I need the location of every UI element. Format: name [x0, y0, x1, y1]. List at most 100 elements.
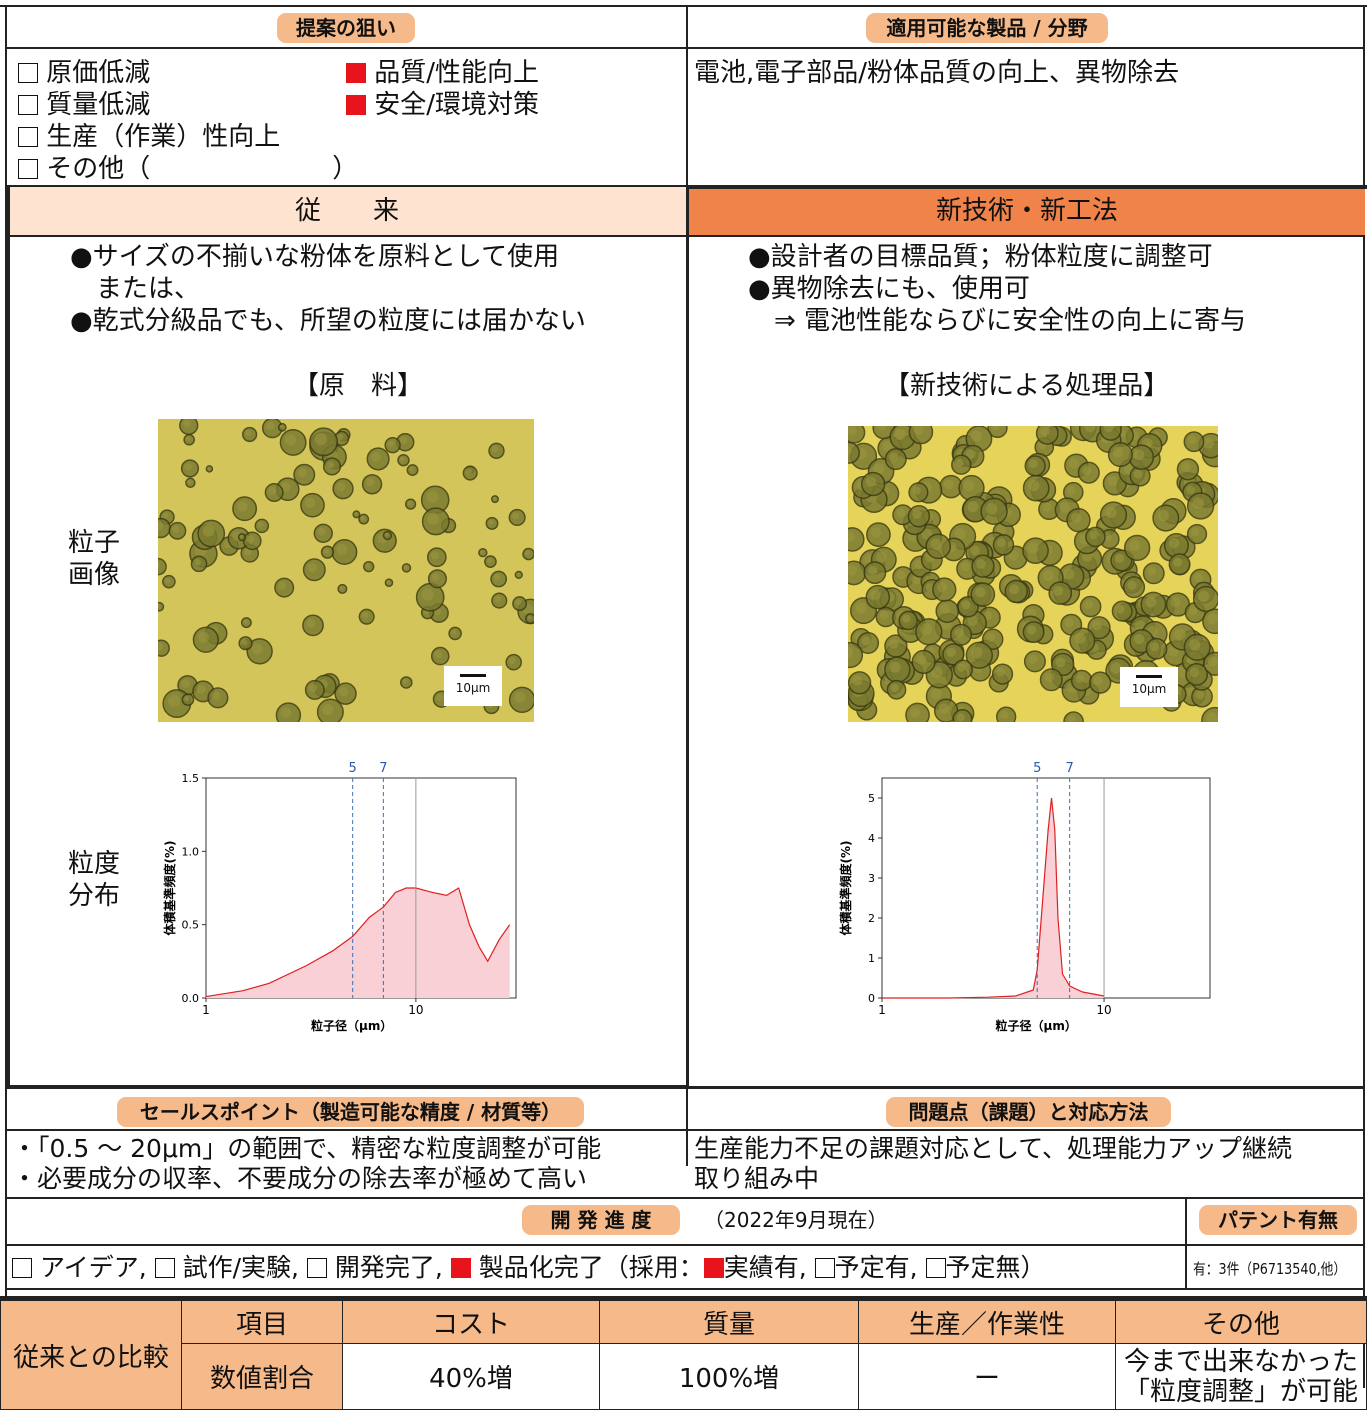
particle-highlight: [902, 614, 911, 623]
particle-highlight: [930, 666, 943, 679]
particle-highlight: [162, 512, 169, 519]
checkbox-icon[interactable]: [925, 1258, 946, 1278]
particle-highlight: [236, 501, 248, 512]
checkbox-icon[interactable]: [12, 1258, 32, 1278]
particle-highlight: [1188, 639, 1201, 651]
purpose-item[interactable]: 生産（作業）性向上: [18, 121, 280, 153]
particle-highlight: [961, 600, 971, 610]
distribution-chart-conventional: 5 7 0.0 0.5 1.0 1.5 1 10 粒子径（μm） 体積基準頻度(%): [162, 761, 517, 1033]
particle-highlight: [861, 636, 871, 646]
distribution-label: 粒度 分布: [68, 849, 121, 911]
particle-highlight: [896, 570, 906, 580]
purpose-item[interactable]: 安全/環境対策: [346, 89, 539, 121]
particle-highlight: [211, 691, 221, 701]
y-tick-label: 5: [868, 792, 875, 805]
x-tick-label: 10: [408, 1003, 423, 1017]
particle-highlight: [991, 426, 1000, 431]
particle-highlight: [365, 478, 375, 487]
particle-highlight: [181, 679, 190, 688]
checked-box-icon[interactable]: [450, 1258, 471, 1278]
particle-highlight: [1207, 613, 1218, 625]
particle-highlight: [1110, 662, 1122, 674]
particle-highlight: [888, 638, 899, 649]
particle-highlight: [354, 512, 358, 516]
checked-box-icon[interactable]: [703, 1258, 724, 1278]
particle-highlight: [969, 545, 980, 556]
particle-highlight: [1127, 580, 1137, 590]
particle-highlight: [960, 562, 970, 572]
particle-highlight: [996, 667, 1006, 677]
particle-highlight: [164, 577, 171, 584]
checkbox-icon[interactable]: [154, 1258, 175, 1278]
y-tick-label: 0: [868, 992, 875, 1005]
divider: [5, 1288, 1365, 1290]
conventional-line: ●サイズの不揃いな粉体を原料として使用: [70, 242, 560, 272]
particle-highlight: [1207, 656, 1218, 667]
right-border: [1363, 5, 1365, 1388]
comparison-header: 質量: [599, 1300, 859, 1344]
particle-highlight: [1042, 502, 1052, 512]
particle-highlight: [245, 429, 252, 437]
particle-highlight: [975, 559, 986, 569]
comparison-cell: ー: [858, 1343, 1116, 1410]
purpose-item[interactable]: 品質/性能向上: [346, 57, 539, 89]
divider: [0, 1296, 1367, 1300]
conventional-image-caption: 【原 料】: [293, 371, 424, 401]
particle-highlight: [317, 527, 326, 536]
newtech-title: 新技術・新工法: [689, 187, 1365, 235]
particle-highlight: [896, 508, 906, 518]
particle-highlight: [1027, 625, 1037, 635]
divider: [686, 1086, 688, 1166]
particle-highlight: [946, 647, 956, 657]
particle-highlight: [965, 449, 976, 460]
particle-highlight: [1074, 632, 1086, 644]
series-area: [206, 888, 510, 998]
x-tick-label: 10: [1096, 1003, 1111, 1017]
particle-highlight: [338, 686, 349, 697]
particle-highlight: [314, 432, 327, 446]
particle-highlight: [514, 691, 526, 703]
particle-highlight: [848, 426, 857, 436]
particle-highlight: [954, 528, 966, 540]
particle-highlight: [1206, 712, 1218, 722]
particle-highlight: [491, 445, 499, 453]
particle-highlight: [1170, 597, 1181, 608]
particle-highlight: [1134, 633, 1145, 645]
purpose-item[interactable]: 原価低減: [18, 57, 150, 89]
particle-highlight: [326, 461, 335, 469]
checkbox-icon[interactable]: [306, 1258, 327, 1278]
particle-highlight: [1068, 458, 1080, 469]
checked-box-icon: [346, 95, 366, 115]
particle-highlight: [337, 433, 344, 441]
checkbox-icon[interactable]: [814, 1258, 835, 1278]
divider: [5, 185, 1365, 187]
particle-highlight: [278, 581, 287, 590]
particle-highlight: [194, 558, 201, 566]
particle-highlight: [184, 695, 190, 702]
comparison-header: コスト: [342, 1300, 600, 1344]
particle-highlight: [185, 436, 191, 441]
particle-highlight: [1189, 667, 1200, 678]
particle-highlight: [963, 479, 975, 492]
particle-highlight: [848, 446, 852, 456]
particle-highlight: [1103, 533, 1112, 542]
particle-highlight: [339, 586, 344, 590]
particle-highlight: [848, 531, 856, 543]
particle-highlight: [967, 501, 979, 513]
particle-highlight: [187, 479, 192, 484]
purpose-item[interactable]: その他（ ）: [18, 153, 358, 185]
particle-highlight: [492, 497, 496, 500]
comparison-row-label: 従来との比較: [0, 1300, 182, 1410]
x-axis-label: 粒子径（μm）: [311, 1018, 392, 1033]
particle-highlight: [1133, 449, 1145, 461]
particle-highlight: [985, 502, 998, 515]
purpose-item[interactable]: 質量低減: [18, 89, 150, 121]
scale-bar: 10μm: [444, 666, 502, 706]
patent-label: パテント有無: [1199, 1205, 1357, 1235]
particle-highlight: [957, 663, 966, 672]
particle-highlight: [167, 694, 181, 707]
particle-highlight: [1067, 715, 1076, 722]
comparison-table: 従来との比較 項目 コスト 質量 生産／作業性 その他 数値割合 40%増 10…: [0, 1300, 1367, 1410]
selling-point-line: ・「0.5 ～ 20μm」の範囲で、精密な粒度調整が可能: [12, 1134, 602, 1163]
